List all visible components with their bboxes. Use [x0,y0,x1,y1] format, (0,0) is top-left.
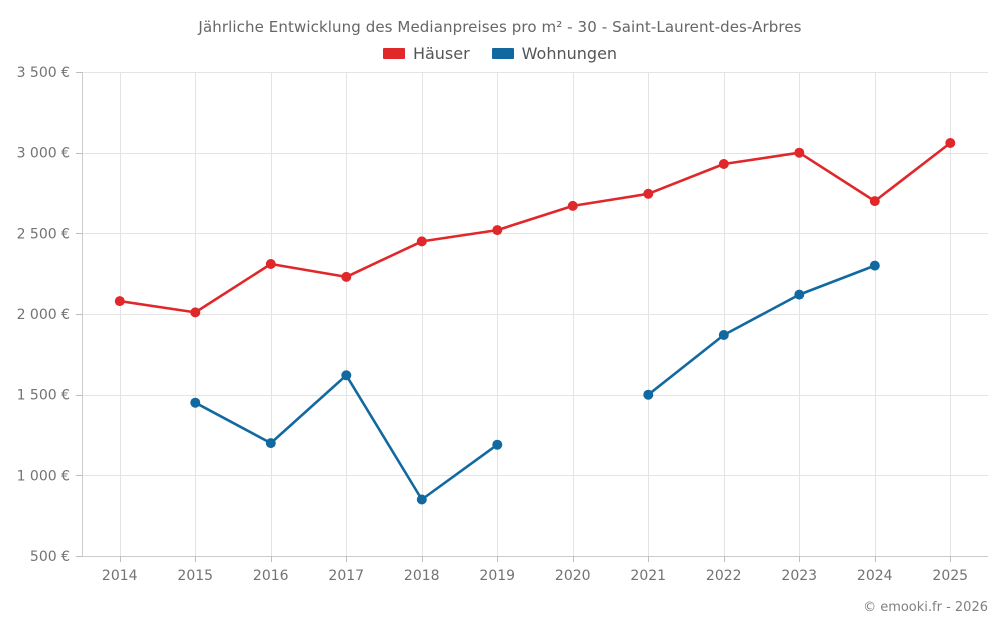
legend-swatch-hauser [382,48,405,59]
data-point[interactable] [869,196,880,207]
data-point[interactable] [114,296,125,307]
series-points [114,138,956,505]
data-point[interactable] [265,438,276,449]
legend-item-wohnungen[interactable]: Wohnungen [491,44,618,63]
data-point[interactable] [794,147,805,158]
data-point[interactable] [416,494,427,505]
data-point[interactable] [794,289,805,300]
x-tick-label: 2022 [706,568,742,584]
chart-title: Jährliche Entwicklung des Medianpreises … [198,18,802,36]
legend-label-hauser: Häuser [412,44,470,63]
y-gridlines [82,72,988,557]
x-tick-label: 2020 [555,568,591,584]
series-line-1 [647,264,877,396]
footer-credit: © emooki.fr - 2026 [863,600,988,615]
y-axis-labels: 500 € 1 000 € 1 500 € 2 000 € 2 500 € 3 000 €… [17,65,70,565]
x-tick-label: 2017 [328,568,364,584]
data-point[interactable] [265,259,276,269]
chart-legend: Häuser Wohnungen [0,44,1000,63]
data-point[interactable] [416,236,427,247]
x-tick-label: 2025 [932,568,968,584]
data-point[interactable] [341,271,352,282]
data-point[interactable] [190,307,201,318]
data-point[interactable] [190,397,201,408]
x-tick-label: 2014 [102,568,138,584]
x-tick-label: 2015 [177,568,213,584]
data-point[interactable] [643,389,654,400]
y-tick-label: 3 500 € [17,65,70,81]
data-point[interactable] [492,225,503,236]
data-point[interactable] [492,439,503,450]
y-tick-label: 1 500 € [17,388,70,404]
data-point[interactable] [341,370,352,381]
y-tick-label: 2 000 € [17,307,70,323]
x-axis-labels: 2014 2015 2016 2017 2018 2019 2020 2021 2022 2023… [102,568,968,584]
data-point[interactable] [718,159,729,169]
x-tick-label: 2019 [479,568,515,584]
x-tick-label: 2016 [253,568,289,584]
series-line-0 [118,141,952,314]
legend-item-hauser[interactable]: Häuser [382,44,470,63]
data-point[interactable] [718,330,729,340]
x-tick-label: 2018 [404,568,440,584]
y-tick-label: 2 500 € [17,226,70,242]
data-point[interactable] [567,200,578,211]
legend-label-wohnungen: Wohnungen [521,44,618,63]
axis-tickmarks [76,72,951,562]
y-tick-label: 500 € [30,549,70,565]
y-tick-label: 1 000 € [17,468,70,484]
legend-swatch-wohnungen [491,48,514,59]
x-tick-label: 2021 [630,568,666,584]
axis-lines [82,72,988,557]
data-point[interactable] [869,260,880,271]
data-point[interactable] [643,188,654,199]
series-lines [118,141,952,501]
x-tick-label: 2023 [781,568,817,584]
y-tick-label: 3 000 € [17,146,70,162]
data-point[interactable] [945,138,956,148]
x-tick-label: 2024 [857,568,893,584]
